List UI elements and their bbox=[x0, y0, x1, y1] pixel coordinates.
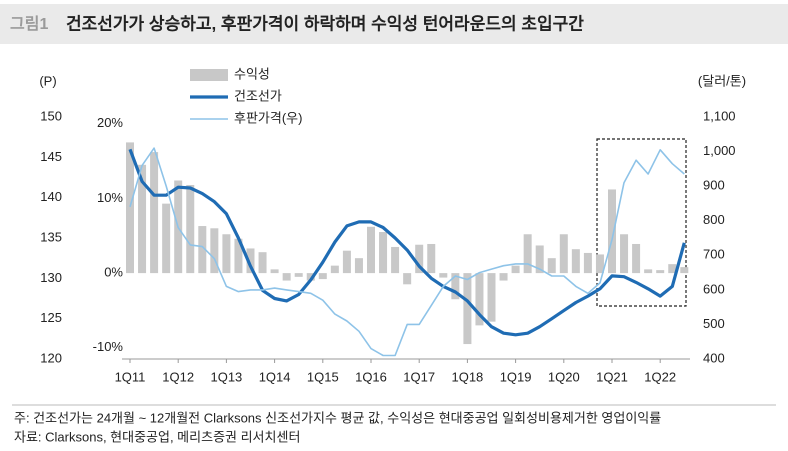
x-tick-label: 1Q12 bbox=[162, 369, 194, 384]
x-tick-label: 1Q20 bbox=[548, 369, 580, 384]
bar bbox=[162, 203, 171, 274]
x-tick-label: 1Q21 bbox=[596, 369, 628, 384]
legend-label: 후판가격(우) bbox=[234, 110, 302, 125]
bar bbox=[306, 273, 315, 281]
bar bbox=[608, 189, 616, 274]
legend-label: 수익성 bbox=[234, 66, 270, 81]
bar bbox=[620, 234, 629, 274]
figure-label: 그림1 bbox=[10, 14, 48, 33]
bar bbox=[523, 234, 532, 274]
bar bbox=[198, 226, 207, 274]
bar bbox=[571, 249, 580, 274]
bar bbox=[379, 232, 388, 274]
bar bbox=[150, 152, 159, 274]
x-tick-label: 1Q17 bbox=[403, 369, 435, 384]
line bbox=[128, 148, 686, 337]
y2-tick-label: 900 bbox=[703, 178, 725, 193]
bar bbox=[632, 243, 641, 274]
bar bbox=[511, 265, 520, 274]
note: 자료: Clarksons, 현대중공업, 메리츠증권 리서치센터 bbox=[14, 429, 300, 444]
y-tick-label: 135 bbox=[40, 229, 62, 244]
bar bbox=[126, 142, 134, 274]
bar bbox=[222, 234, 231, 274]
bar bbox=[210, 228, 219, 274]
bar bbox=[330, 265, 339, 274]
bar bbox=[246, 248, 255, 274]
bar bbox=[451, 273, 460, 300]
chart-title: 건조선가가 상승하고, 후판가격이 하락하며 수익성 턴어라운드의 초입구간 bbox=[66, 13, 584, 33]
bar bbox=[270, 269, 279, 274]
bar bbox=[680, 267, 689, 274]
y-tick-label: 140 bbox=[40, 189, 62, 204]
bar bbox=[427, 243, 436, 274]
bar bbox=[342, 250, 351, 274]
bar bbox=[499, 273, 508, 281]
bar bbox=[463, 273, 472, 345]
bar bbox=[547, 258, 556, 274]
x-tick-label: 1Q14 bbox=[259, 369, 291, 384]
bar bbox=[354, 258, 363, 274]
y2-tick-label: 800 bbox=[703, 212, 725, 227]
x-tick-label: 1Q19 bbox=[500, 369, 532, 384]
y2-tick-label: 1,100 bbox=[703, 108, 736, 123]
x-tick-label: 1Q15 bbox=[307, 369, 339, 384]
bar bbox=[583, 252, 592, 274]
bar bbox=[282, 273, 291, 281]
bar bbox=[668, 264, 677, 274]
bar bbox=[415, 244, 424, 274]
x-tick-label: 1Q13 bbox=[210, 369, 242, 384]
bar bbox=[294, 273, 303, 277]
bar bbox=[487, 273, 496, 322]
legend-swatch bbox=[190, 69, 228, 81]
bar bbox=[403, 273, 412, 285]
bar bbox=[644, 269, 653, 274]
bar bbox=[439, 273, 448, 278]
y3-tick-label: 10% bbox=[97, 190, 123, 205]
y-tick-label: 130 bbox=[40, 270, 62, 285]
y2-tick-label: 700 bbox=[703, 247, 725, 262]
x-tick-label: 1Q11 bbox=[115, 369, 146, 384]
y2-tick-label: 500 bbox=[703, 316, 725, 331]
y-tick-label: 120 bbox=[40, 350, 62, 365]
highlight-box bbox=[596, 138, 687, 307]
bar bbox=[258, 252, 267, 274]
y2-tick-label: 400 bbox=[703, 350, 725, 365]
y2-axis-label: (달러/톤) bbox=[698, 73, 746, 88]
line bbox=[129, 147, 685, 357]
bar bbox=[186, 184, 195, 274]
y-axis-label: (P) bbox=[39, 73, 56, 88]
bar bbox=[475, 273, 484, 326]
bar bbox=[391, 246, 400, 274]
note: 주: 건조선가는 24개월 ~ 12개월전 Clarksons 신조선가지수 평… bbox=[14, 410, 661, 425]
header-band bbox=[0, 4, 788, 44]
bar bbox=[138, 164, 147, 274]
x-tick-label: 1Q18 bbox=[451, 369, 483, 384]
y2-tick-label: 600 bbox=[703, 281, 725, 296]
y3-tick-label: 20% bbox=[97, 115, 123, 130]
y-tick-label: 125 bbox=[40, 310, 62, 325]
bar bbox=[559, 234, 568, 274]
y3-tick-label: -10% bbox=[93, 339, 124, 354]
bar bbox=[595, 254, 604, 274]
legend-label: 건조선가 bbox=[234, 88, 282, 103]
bar bbox=[535, 245, 544, 274]
y3-tick-label: 0% bbox=[104, 265, 123, 280]
bar bbox=[367, 226, 375, 274]
x-tick-label: 1Q16 bbox=[355, 369, 387, 384]
x-tick-label: 1Q22 bbox=[644, 369, 676, 384]
bar bbox=[656, 270, 665, 274]
bar bbox=[318, 273, 327, 280]
y-tick-label: 150 bbox=[40, 108, 62, 123]
bar bbox=[234, 238, 243, 274]
y-tick-label: 145 bbox=[40, 149, 62, 164]
y2-tick-label: 1,000 bbox=[703, 143, 736, 158]
